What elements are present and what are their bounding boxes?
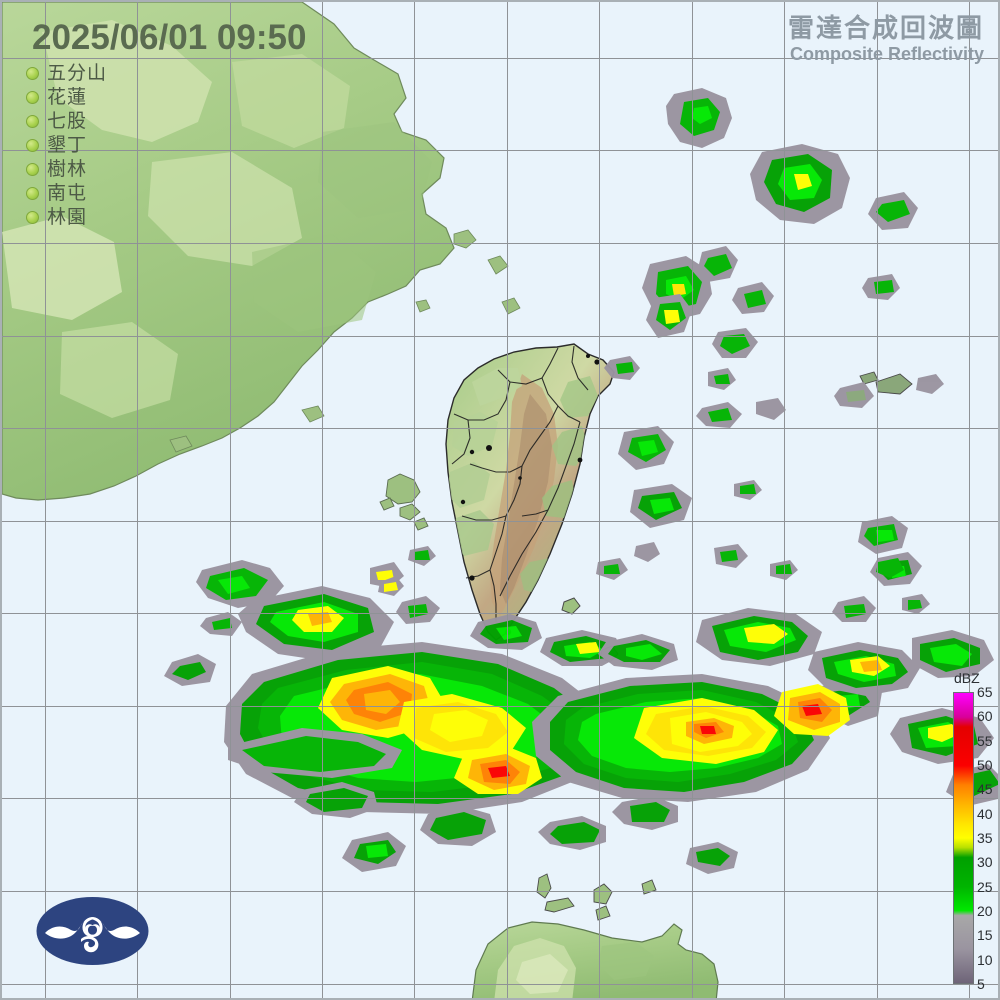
echo-band-southwest xyxy=(196,560,608,814)
station-label: 墾丁 xyxy=(47,134,88,156)
station-label: 林園 xyxy=(47,206,88,228)
product-title: 雷達合成回波圖 Composite Reflectivity xyxy=(787,14,984,65)
station-marker-icon xyxy=(26,162,39,176)
station-label: 花蓮 xyxy=(47,86,88,108)
station-marker-icon xyxy=(26,138,39,152)
colorbar-tick-35: 35 xyxy=(977,830,993,846)
station-marker-icon xyxy=(26,210,39,224)
station-item: 墾丁 xyxy=(26,134,107,156)
colorbar-tick-10: 10 xyxy=(977,951,993,968)
station-marker-icon xyxy=(26,114,39,128)
colorbar-tick-labels: 65 60 55 50 45 40 35 30 25 20 15 10 5 xyxy=(977,685,998,991)
observation-timestamp: 2025/06/01 09:50 xyxy=(32,18,307,57)
colorbar-gradient xyxy=(953,692,974,984)
batanes-islets xyxy=(536,873,657,921)
station-label: 七股 xyxy=(47,110,88,132)
station-item: 五分山 xyxy=(26,62,107,84)
station-marker-icon xyxy=(26,90,39,104)
echo-cells-isolated xyxy=(164,398,798,874)
station-item: 七股 xyxy=(26,110,107,132)
colorbar-tick-65: 65 xyxy=(977,684,993,700)
radar-station-list: 五分山 花蓮 七股 墾丁 樹林 南屯 林園 xyxy=(26,62,107,228)
ryukyu-islets xyxy=(859,371,913,395)
colorbar-tick-30: 30 xyxy=(977,854,993,871)
colorbar-tick-40: 40 xyxy=(977,805,993,822)
station-marker-icon xyxy=(26,66,39,80)
penghu-islands xyxy=(379,473,429,531)
station-item: 花蓮 xyxy=(26,86,107,108)
colorbar-tick-45: 45 xyxy=(977,781,993,798)
colorbar-tick-60: 60 xyxy=(977,708,993,725)
cwb-logo xyxy=(36,897,149,965)
product-title-zh: 雷達合成回波圖 xyxy=(787,14,984,44)
colorbar-tick-55: 55 xyxy=(977,732,993,749)
station-item: 林園 xyxy=(26,206,107,228)
taiwan-island xyxy=(445,343,615,641)
station-label: 樹林 xyxy=(47,158,88,180)
station-label: 南屯 xyxy=(47,182,88,204)
station-marker-icon xyxy=(26,186,39,200)
colorbar-tick-20: 20 xyxy=(977,903,993,919)
colorbar-unit-label: dBZ xyxy=(954,670,980,686)
product-title-en: Composite Reflectivity xyxy=(789,44,984,65)
colorbar-tick-15: 15 xyxy=(977,927,993,944)
station-item: 樹林 xyxy=(26,158,107,180)
echo-cluster-northeast xyxy=(604,88,944,528)
echo-cells-south-taiwan xyxy=(470,614,678,670)
colorbar-tick-25: 25 xyxy=(977,878,993,895)
station-item: 南屯 xyxy=(26,182,107,204)
luzon-landmass xyxy=(471,921,719,998)
reflectivity-colorbar: dBZ 65 60 55 50 45 40 35 30 25 20 15 10 5 xyxy=(950,670,998,998)
mainland-china-landmass xyxy=(2,2,455,501)
colorbar-tick-50: 50 xyxy=(977,757,993,773)
colorbar-tick-5: 5 xyxy=(977,976,985,992)
station-label: 五分山 xyxy=(47,62,108,84)
